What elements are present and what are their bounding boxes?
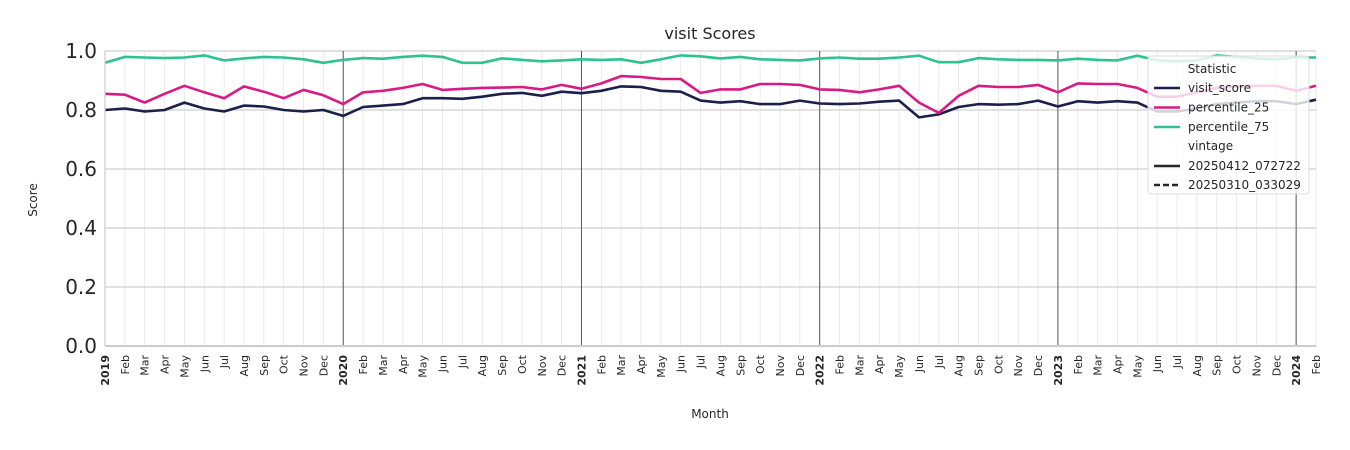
x-tick-label: Mar — [853, 355, 866, 376]
grid — [104, 50, 1317, 347]
legend: Statistic visit_score percentile_25percent… — [1147, 55, 1310, 195]
y-tick-label: 0.6 — [65, 157, 97, 181]
x-tick-label: Dec — [1270, 355, 1283, 376]
x-tick-label: Apr — [873, 355, 886, 375]
x-tick-label: Aug — [476, 355, 489, 376]
x-tick-label: Nov — [298, 355, 311, 377]
y-tick-label: 0.2 — [65, 275, 97, 299]
x-tick-label: Aug — [953, 355, 966, 376]
legend-title-vintage: vintage — [1188, 139, 1233, 153]
series-line-percentile-25 — [104, 74, 1317, 115]
x-tick-label: Dec — [1032, 355, 1045, 376]
x-tick-label: Mar — [377, 355, 390, 376]
x-tick-label: Nov — [1250, 355, 1263, 377]
legend-label: percentile_25 — [1188, 101, 1269, 115]
x-tick-label: Feb — [357, 355, 370, 374]
x-tick-label: Sep — [258, 355, 271, 376]
x-ticks: 2019 Feb Mar Apr May Jun Jul Aug Sep Oct Nov Dec 202… — [99, 354, 1323, 385]
x-tick-label: Jun — [675, 355, 688, 373]
legend-box — [1147, 55, 1310, 195]
series-lines — [104, 54, 1317, 119]
x-tick-label: Sep — [496, 355, 509, 376]
x-tick-label: Jul — [456, 355, 469, 369]
legend-label: 20250412_072722 — [1188, 159, 1301, 173]
series-line-percentile-75 — [104, 54, 1316, 65]
x-tick-label: 2020 — [337, 355, 350, 386]
legend-label: percentile_75 — [1188, 120, 1269, 134]
x-tick-label: Feb — [1310, 355, 1323, 374]
x-tick-label: May — [893, 355, 906, 378]
y-axis-label: Score — [26, 183, 40, 217]
x-tick-label: Jul — [933, 355, 946, 369]
x-tick-label: Apr — [159, 355, 172, 375]
x-tick-label: Nov — [774, 355, 787, 377]
x-tick-label: Apr — [397, 355, 410, 375]
x-tick-label: Mar — [139, 355, 152, 376]
x-tick-label: 2023 — [1052, 355, 1065, 386]
x-tick-label: 2019 — [99, 355, 112, 386]
legend-title-statistic: Statistic — [1188, 62, 1237, 76]
y-ticks: 0.0 0.2 0.4 0.6 0.8 1.0 — [65, 39, 97, 358]
x-tick-label: Apr — [635, 355, 648, 375]
x-tick-label: Jun — [1151, 355, 1164, 373]
x-tick-label: Feb — [595, 355, 608, 374]
x-tick-label: Oct — [992, 354, 1005, 374]
y-tick-label: 0.4 — [65, 216, 97, 240]
x-tick-label: May — [1131, 355, 1144, 378]
x-tick-label: Nov — [1012, 355, 1025, 377]
y-tick-label: 1.0 — [65, 39, 97, 63]
x-tick-label: 2021 — [576, 355, 589, 386]
x-tick-label: May — [655, 355, 668, 378]
y-tick-label: 0.0 — [65, 334, 97, 358]
x-tick-label: Oct — [516, 354, 529, 374]
x-axis-label: Month — [691, 407, 729, 421]
x-tick-label: Jul — [218, 355, 231, 369]
axes — [104, 51, 1316, 347]
x-tick-label: Jul — [1171, 355, 1184, 369]
y-tick-label: 0.8 — [65, 98, 97, 122]
x-tick-label: Oct — [278, 354, 291, 374]
x-tick-label: Nov — [536, 355, 549, 377]
x-tick-label: Sep — [1211, 355, 1224, 376]
legend-label: 20250310_033029 — [1188, 178, 1301, 192]
x-tick-label: Mar — [1092, 355, 1105, 376]
x-tick-label: Feb — [1072, 355, 1085, 374]
x-tick-label: Feb — [834, 355, 847, 374]
series-line-visit-score — [104, 85, 1317, 119]
x-tick-label: Feb — [119, 355, 132, 374]
x-tick-label: Oct — [1231, 354, 1244, 374]
x-tick-label: Aug — [238, 355, 251, 376]
x-tick-label: Sep — [973, 355, 986, 376]
x-tick-label: Apr — [1112, 355, 1125, 375]
x-tick-label: Sep — [734, 355, 747, 376]
x-tick-label: 2024 — [1290, 355, 1303, 386]
legend-label: visit_score — [1188, 81, 1251, 95]
x-tick-label: Jun — [913, 355, 926, 373]
x-tick-label: Aug — [1191, 355, 1204, 376]
x-tick-label: Mar — [615, 355, 628, 376]
x-tick-label: Dec — [556, 355, 569, 376]
x-tick-label: Oct — [754, 354, 767, 374]
x-tick-label: Jun — [437, 355, 450, 373]
x-tick-label: Jul — [695, 355, 708, 369]
chart-title: visit Scores — [664, 24, 755, 43]
x-tick-label: Dec — [794, 355, 807, 376]
x-tick-label: May — [417, 355, 430, 378]
x-tick-label: Aug — [714, 355, 727, 376]
x-tick-label: Jun — [198, 355, 211, 373]
x-tick-label: 2022 — [814, 355, 827, 386]
x-tick-label: Dec — [317, 355, 330, 376]
x-tick-label: May — [178, 355, 191, 378]
